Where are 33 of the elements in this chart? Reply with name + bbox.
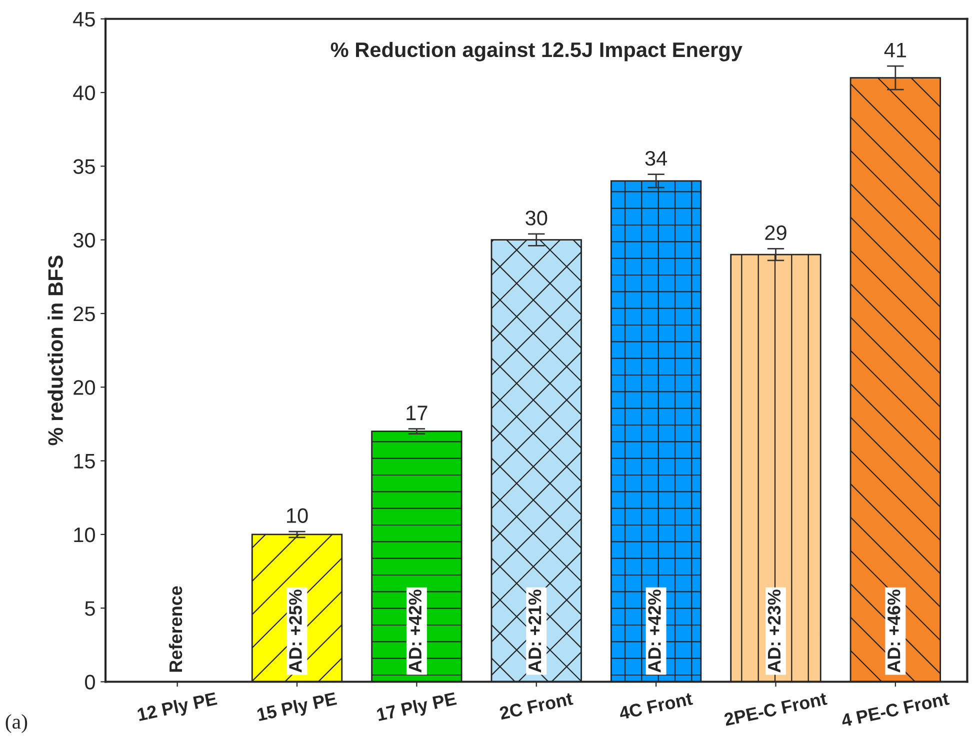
annotation: Reference <box>168 586 182 672</box>
x-tick-label: 2C Front <box>499 692 574 720</box>
y-tick-label: 30 <box>73 232 95 248</box>
text: % Reduction against 12.5J Impact Energy <box>330 42 742 62</box>
y-tick-label: 0 <box>85 674 95 690</box>
x-tick-label: 4C Front <box>618 692 694 720</box>
y-axis-title: % reduction in BFS <box>48 256 63 446</box>
y-tick-label: 20 <box>74 380 95 395</box>
x-tick-label: 12 Ply PE <box>136 692 218 725</box>
data-label: 17 <box>406 406 428 420</box>
annotation: AD: +25% <box>289 590 302 672</box>
x-tick-label: 17 Ply PE <box>376 692 458 725</box>
annotation: AD: +46% <box>887 590 900 672</box>
x-tick-label: 2PE-C Front <box>724 692 828 726</box>
data-label: 30 <box>526 210 548 226</box>
data-label: 41 <box>884 42 906 58</box>
annotation: AD: +42% <box>408 590 422 672</box>
data-label: 10 <box>287 508 308 523</box>
y-tick-label: 5 <box>85 601 95 616</box>
y-tick-label: 25 <box>74 306 95 322</box>
y-tick-label: 15 <box>74 454 95 469</box>
x-tick-label: 15 Ply PE <box>256 692 338 725</box>
data-label: 29 <box>765 225 786 240</box>
y-tick-label: 45 <box>73 12 95 27</box>
x-tick-label: 4 PE-C Front <box>840 692 950 728</box>
text: (a) <box>6 714 28 734</box>
annotation: AD: +23% <box>768 590 781 672</box>
annotation: AD: +21% <box>528 590 542 672</box>
y-tick-label: 35 <box>73 159 95 174</box>
annotation: AD: +42% <box>648 590 661 672</box>
data-label: 34 <box>645 150 668 166</box>
y-tick-label: 10 <box>74 527 95 542</box>
y-tick-label: 40 <box>73 86 95 100</box>
